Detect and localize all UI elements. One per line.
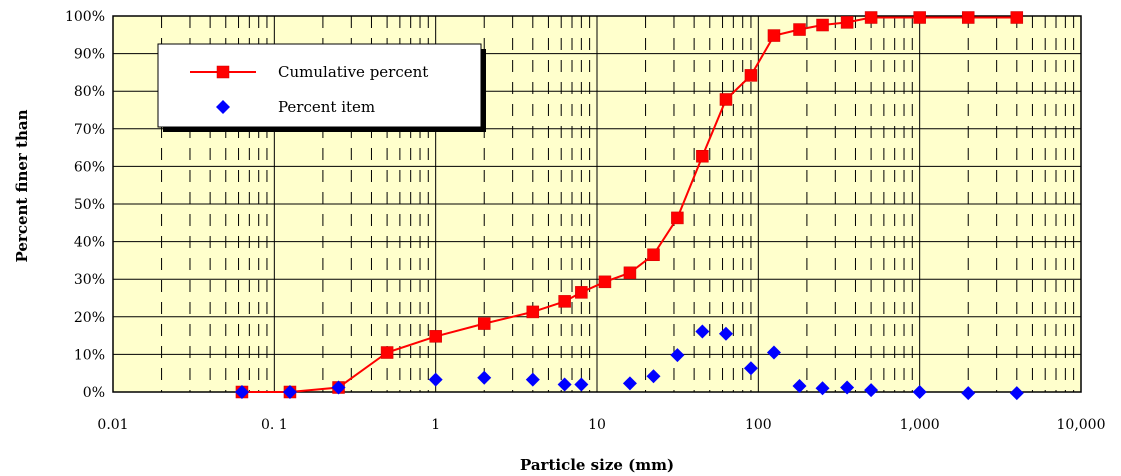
cumulative-percent-marker xyxy=(793,23,806,36)
cumulative-percent-marker xyxy=(575,286,588,299)
percent-item-marker xyxy=(622,376,637,391)
cumulative-percent-marker xyxy=(719,93,733,106)
cumulative-percent-marker xyxy=(477,317,491,330)
percent-item-marker xyxy=(743,361,758,376)
y-tick-label: 40% xyxy=(74,235,105,251)
x-axis-title: Particle size (mm) xyxy=(520,456,674,474)
percent-item-marker xyxy=(961,386,976,401)
cumulative-percent-marker xyxy=(767,29,781,42)
cumulative-percent-marker xyxy=(961,11,975,24)
y-tick-label: 70% xyxy=(74,122,105,138)
legend-square-marker xyxy=(216,65,230,79)
y-tick-label: 90% xyxy=(74,47,105,63)
x-tick-label: 100 xyxy=(745,417,772,433)
percent-item-marker xyxy=(525,372,540,387)
cumulative-percent-marker xyxy=(429,330,442,343)
plot-border xyxy=(112,15,1082,393)
percent-item-marker xyxy=(766,345,781,360)
x-tick-label: 10 xyxy=(588,417,606,433)
percent-item-marker xyxy=(718,326,733,341)
y-axis-title: Percent finer than xyxy=(13,109,31,262)
percent-item-marker xyxy=(234,385,249,399)
y-tick-label: 100% xyxy=(65,9,105,25)
cumulative-percent-marker xyxy=(380,346,394,359)
y-axis-tick-labels: 0% 10% 20% 30% 40% 50% 60% 70% 80% 90% 100% xyxy=(65,9,105,401)
y-tick-label: 50% xyxy=(74,197,105,213)
y-tick-label: 60% xyxy=(74,159,105,175)
legend: Cumulative percent Percent item xyxy=(157,43,486,132)
y-tick-label: 30% xyxy=(74,272,105,288)
percent-item-marker xyxy=(557,377,572,392)
percent-item-marker xyxy=(864,383,879,398)
x-tick-label: 1,000 xyxy=(900,417,940,433)
percent-item-marker xyxy=(331,380,346,395)
percent-item-marker xyxy=(282,385,297,399)
cumulative-percent-marker xyxy=(598,275,612,289)
minor-grid xyxy=(161,16,1075,392)
cumulative-percent-marker xyxy=(1010,11,1024,24)
percent-item-marker xyxy=(1009,386,1024,401)
cumulative-percent-marker xyxy=(526,305,540,319)
cumulative-percent-marker xyxy=(623,266,637,280)
series-layer xyxy=(234,11,1024,401)
cumulative-percent-marker xyxy=(696,149,709,163)
cumulative-percent-marker xyxy=(647,248,660,262)
x-axis-tick-labels: 0.01 0. 1 1 10 100 1,000 10,000 xyxy=(97,417,1105,433)
percent-item-marker xyxy=(695,324,710,339)
x-tick-label: 0. 1 xyxy=(261,417,288,433)
percent-item-marker xyxy=(792,378,807,393)
x-tick-label: 10,000 xyxy=(1057,417,1106,433)
percent-item-marker xyxy=(840,380,855,395)
cumulative-percent-marker xyxy=(816,18,829,32)
percent-item-marker xyxy=(428,372,443,387)
percent-item-marker xyxy=(815,381,830,396)
cumulative-percent-marker xyxy=(840,16,854,29)
percent-item-marker xyxy=(574,377,589,392)
percent-item-marker xyxy=(912,385,927,399)
percent-item-marker xyxy=(670,348,685,363)
cumulative-percent-marker xyxy=(558,295,571,308)
x-tick-label: 1 xyxy=(431,417,440,433)
percent-item-marker xyxy=(477,370,492,385)
cumulative-percent-marker xyxy=(913,11,926,24)
cumulative-percent-marker xyxy=(744,69,758,82)
y-tick-label: 80% xyxy=(74,84,105,100)
y-tick-label: 10% xyxy=(74,347,105,363)
y-tick-label: 0% xyxy=(83,385,105,401)
cumulative-percent-marker xyxy=(671,211,684,225)
legend-label-cumulative: Cumulative percent xyxy=(278,63,428,81)
y-tick-label: 20% xyxy=(74,310,105,326)
cumulative-percent-marker xyxy=(864,11,878,24)
x-tick-label: 0.01 xyxy=(97,417,128,433)
percent-item-marker xyxy=(646,369,661,384)
legend-diamond-marker xyxy=(216,100,230,114)
legend-box xyxy=(157,43,482,128)
legend-label-percent-item: Percent item xyxy=(278,98,375,116)
